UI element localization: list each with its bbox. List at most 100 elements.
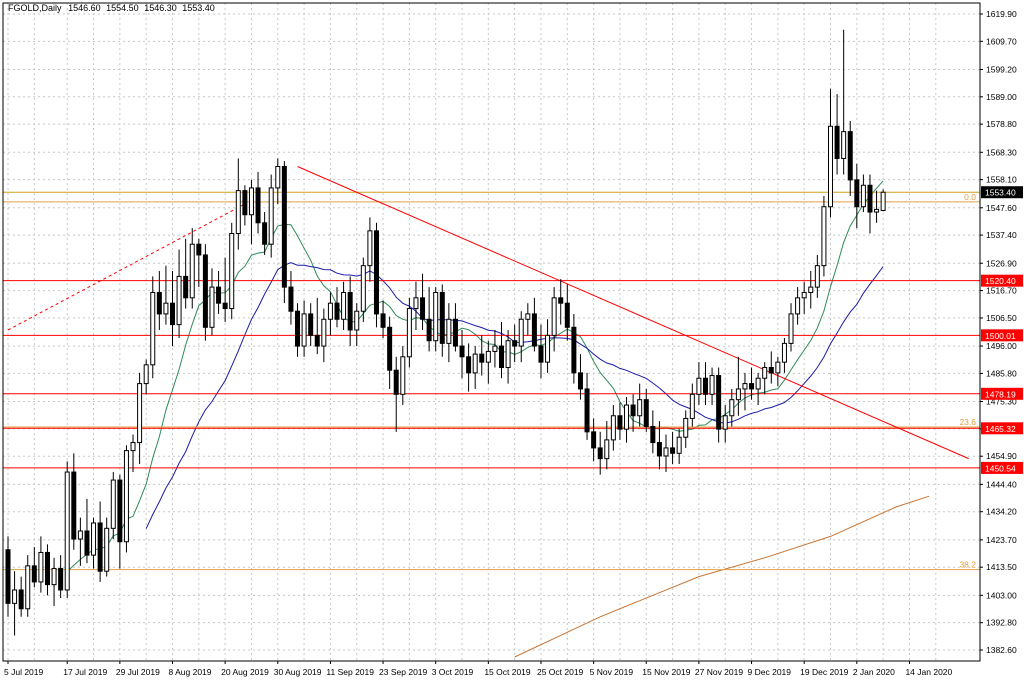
candle-body <box>676 436 682 454</box>
candle <box>426 287 432 352</box>
candle-body <box>262 222 268 245</box>
y-tick-label: 1444.40 <box>986 479 1017 489</box>
candle-body <box>729 399 735 417</box>
candle-body <box>788 313 794 344</box>
candle-body <box>781 342 787 363</box>
candle <box>577 354 583 400</box>
y-tick-label: 1619.90 <box>986 9 1017 19</box>
candle <box>143 359 149 395</box>
y-tick-label: 1496.00 <box>986 341 1017 351</box>
candle-body <box>255 187 261 224</box>
candle <box>242 185 248 226</box>
candle <box>584 372 590 440</box>
candle-body <box>393 369 399 395</box>
candle <box>604 421 610 470</box>
y-tick-label: 1589.00 <box>986 92 1017 102</box>
candle-body <box>367 230 373 267</box>
candle-body <box>808 286 814 293</box>
candle <box>91 517 97 569</box>
candle <box>847 120 853 196</box>
candle <box>610 405 616 451</box>
candle-body <box>696 377 702 395</box>
y-tick-label: 1609.70 <box>986 36 1017 46</box>
candle <box>248 179 254 245</box>
candle-body <box>604 439 610 460</box>
candle <box>387 316 393 389</box>
x-tick-label: 25 Oct 2019 <box>537 667 584 677</box>
candle <box>18 576 24 617</box>
candle <box>702 362 708 406</box>
candle <box>492 329 498 368</box>
candle <box>360 257 366 322</box>
candle <box>656 421 662 470</box>
candle <box>255 171 261 234</box>
candle <box>222 257 228 322</box>
candle <box>275 158 281 205</box>
candle-body <box>387 326 393 371</box>
candle-body <box>288 286 294 312</box>
level-price-box-text: 1478.19 <box>985 389 1016 399</box>
candle-body <box>439 291 445 344</box>
candle <box>58 555 64 599</box>
candle-body <box>749 383 755 390</box>
candle-body <box>768 367 774 374</box>
y-tick-label: 1526.90 <box>986 258 1017 268</box>
candle <box>564 284 570 341</box>
candle-body <box>341 291 347 320</box>
candle <box>617 402 623 440</box>
fib-level-label: 23.6 <box>959 417 976 427</box>
candle <box>643 388 649 432</box>
candle <box>406 297 412 368</box>
candle-body <box>702 377 708 395</box>
current-price-box-bg <box>981 186 1023 199</box>
level-price-box: 1500.01 <box>981 329 1023 342</box>
candle <box>781 338 787 373</box>
candle-body <box>400 356 406 395</box>
candle-body <box>854 179 860 208</box>
y-tick-label: 1558.10 <box>986 175 1017 185</box>
candle <box>571 313 577 384</box>
candle <box>176 249 182 339</box>
x-tick-label: 5 Nov 2019 <box>590 667 634 677</box>
candle-body <box>821 206 827 267</box>
candle-body <box>689 393 695 419</box>
close-value: 1553.40 <box>182 3 215 13</box>
candle <box>262 212 268 255</box>
x-tick-label: 29 Jul 2019 <box>116 667 160 677</box>
candles <box>5 29 886 636</box>
candle-body <box>12 589 18 604</box>
candle-body <box>222 302 228 310</box>
candle-body <box>380 313 386 328</box>
candle-body <box>722 415 728 430</box>
candle-body <box>25 565 31 610</box>
candle <box>104 517 110 577</box>
candle <box>749 367 755 400</box>
candle-body <box>420 297 426 320</box>
current-price-box-text: 1553.40 <box>985 188 1016 198</box>
candle-body <box>196 243 202 256</box>
candle-body <box>670 447 676 454</box>
candle-body <box>77 530 83 540</box>
candle-body <box>558 297 564 304</box>
candle-body <box>150 291 156 366</box>
candle <box>472 346 478 389</box>
candle <box>775 356 781 387</box>
candle <box>505 329 511 384</box>
candle <box>117 474 123 569</box>
candle <box>295 303 301 357</box>
candle <box>499 321 504 379</box>
candle <box>880 189 886 212</box>
candle-body <box>202 254 208 328</box>
candle <box>380 300 386 339</box>
x-tick-label: 19 Dec 2019 <box>800 667 848 677</box>
candle <box>433 287 439 352</box>
trendline-resistance <box>297 166 969 460</box>
candle-body <box>137 383 143 444</box>
candle <box>156 271 162 330</box>
candle-body <box>334 302 340 320</box>
y-tick-label: 1506.50 <box>986 313 1017 323</box>
candle <box>367 217 373 282</box>
level-price-box: 1465.32 <box>981 422 1023 435</box>
candle <box>235 158 241 250</box>
